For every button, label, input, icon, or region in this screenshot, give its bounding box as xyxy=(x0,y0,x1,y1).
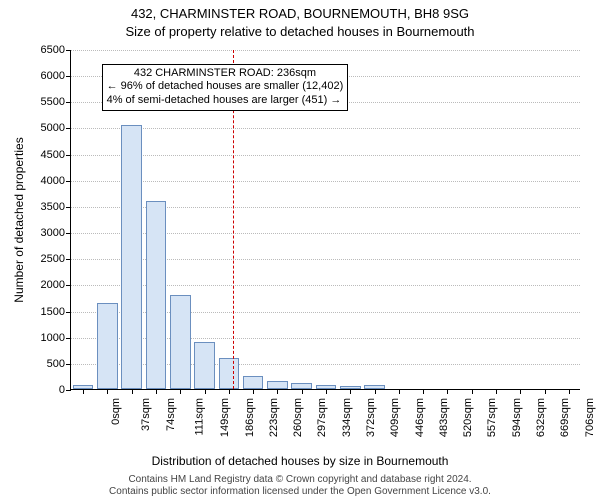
histogram-bar xyxy=(170,295,191,389)
histogram-bar xyxy=(194,342,215,389)
xtick-mark xyxy=(277,389,278,394)
ytick-mark xyxy=(66,259,71,260)
ytick-label: 4000 xyxy=(31,175,65,187)
xtick-label: 520sqm xyxy=(462,398,474,437)
ytick-mark xyxy=(66,155,71,156)
ytick-label: 4500 xyxy=(31,149,65,161)
ytick-label: 3000 xyxy=(31,227,65,239)
ytick-label: 3500 xyxy=(31,201,65,213)
chart-container: 432, CHARMINSTER ROAD, BOURNEMOUTH, BH8 … xyxy=(0,0,600,500)
histogram-bar xyxy=(267,381,288,389)
xtick-label: 223sqm xyxy=(268,398,280,437)
xtick-label: 669sqm xyxy=(559,398,571,437)
xtick-mark xyxy=(132,389,133,394)
xtick-label: 297sqm xyxy=(317,398,329,437)
xtick-label: 706sqm xyxy=(584,398,596,437)
xtick-label: 594sqm xyxy=(511,398,523,437)
gridline xyxy=(71,155,580,156)
ytick-mark xyxy=(66,390,71,391)
annotation-box: 432 CHARMINSTER ROAD: 236sqm← 96% of det… xyxy=(102,64,349,111)
xtick-mark xyxy=(545,389,546,394)
annotation-line: 4% of semi-detached houses are larger (4… xyxy=(107,94,344,108)
ytick-mark xyxy=(66,233,71,234)
ytick-label: 2500 xyxy=(31,253,65,265)
annotation-line: ← 96% of detached houses are smaller (12… xyxy=(107,80,344,94)
xtick-mark xyxy=(180,389,181,394)
xtick-mark xyxy=(83,389,84,394)
xtick-label: 409sqm xyxy=(389,398,401,437)
xtick-mark xyxy=(156,389,157,394)
histogram-bar xyxy=(146,201,167,389)
xtick-mark xyxy=(375,389,376,394)
ytick-label: 500 xyxy=(31,358,65,370)
xtick-label: 0sqm xyxy=(110,398,122,425)
xtick-mark xyxy=(205,389,206,394)
ytick-mark xyxy=(66,338,71,339)
ytick-label: 1000 xyxy=(31,332,65,344)
xtick-label: 74sqm xyxy=(165,398,177,431)
xtick-mark xyxy=(229,389,230,394)
ytick-mark xyxy=(66,181,71,182)
ytick-label: 0 xyxy=(31,384,65,396)
gridline xyxy=(71,128,580,129)
histogram-bar xyxy=(97,303,118,389)
ytick-label: 5000 xyxy=(31,122,65,134)
xtick-mark xyxy=(326,389,327,394)
xtick-mark xyxy=(569,389,570,394)
ytick-mark xyxy=(66,76,71,77)
x-axis-label: Distribution of detached houses by size … xyxy=(0,454,600,468)
histogram-bar xyxy=(121,125,142,389)
ytick-label: 6500 xyxy=(31,44,65,56)
annotation-line: 432 CHARMINSTER ROAD: 236sqm xyxy=(107,67,344,81)
xtick-mark xyxy=(496,389,497,394)
ytick-label: 2000 xyxy=(31,279,65,291)
xtick-mark xyxy=(423,389,424,394)
xtick-label: 186sqm xyxy=(244,398,256,437)
plot-area: 0500100015002000250030003500400045005000… xyxy=(70,50,580,390)
xtick-mark xyxy=(520,389,521,394)
y-axis-label: Number of detached properties xyxy=(12,137,26,302)
xtick-label: 372sqm xyxy=(365,398,377,437)
ytick-label: 1500 xyxy=(31,306,65,318)
xtick-mark xyxy=(107,389,108,394)
xtick-label: 483sqm xyxy=(438,398,450,437)
xtick-label: 334sqm xyxy=(341,398,353,437)
chart-title-line1: 432, CHARMINSTER ROAD, BOURNEMOUTH, BH8 … xyxy=(0,6,600,21)
ytick-mark xyxy=(66,50,71,51)
xtick-label: 446sqm xyxy=(414,398,426,437)
ytick-mark xyxy=(66,285,71,286)
xtick-mark xyxy=(447,389,448,394)
xtick-label: 111sqm xyxy=(194,398,206,436)
ytick-mark xyxy=(66,207,71,208)
xtick-mark xyxy=(302,389,303,394)
footer-credits: Contains HM Land Registry data © Crown c… xyxy=(0,474,600,497)
xtick-mark xyxy=(472,389,473,394)
histogram-bar xyxy=(243,376,264,389)
ytick-mark xyxy=(66,128,71,129)
xtick-label: 557sqm xyxy=(487,398,499,437)
ytick-label: 6000 xyxy=(31,70,65,82)
xtick-mark xyxy=(253,389,254,394)
xtick-mark xyxy=(399,389,400,394)
xtick-label: 37sqm xyxy=(140,398,152,431)
ytick-mark xyxy=(66,102,71,103)
ytick-mark xyxy=(66,312,71,313)
ytick-mark xyxy=(66,364,71,365)
xtick-mark xyxy=(350,389,351,394)
footer-line2: Contains public sector information licen… xyxy=(0,486,600,498)
histogram-bar xyxy=(219,358,240,389)
gridline xyxy=(71,181,580,182)
xtick-label: 260sqm xyxy=(292,398,304,437)
xtick-label: 149sqm xyxy=(219,398,231,437)
chart-title-line2: Size of property relative to detached ho… xyxy=(0,24,600,39)
gridline xyxy=(71,50,580,51)
footer-line1: Contains HM Land Registry data © Crown c… xyxy=(0,474,600,486)
xtick-label: 632sqm xyxy=(535,398,547,437)
ytick-label: 5500 xyxy=(31,96,65,108)
